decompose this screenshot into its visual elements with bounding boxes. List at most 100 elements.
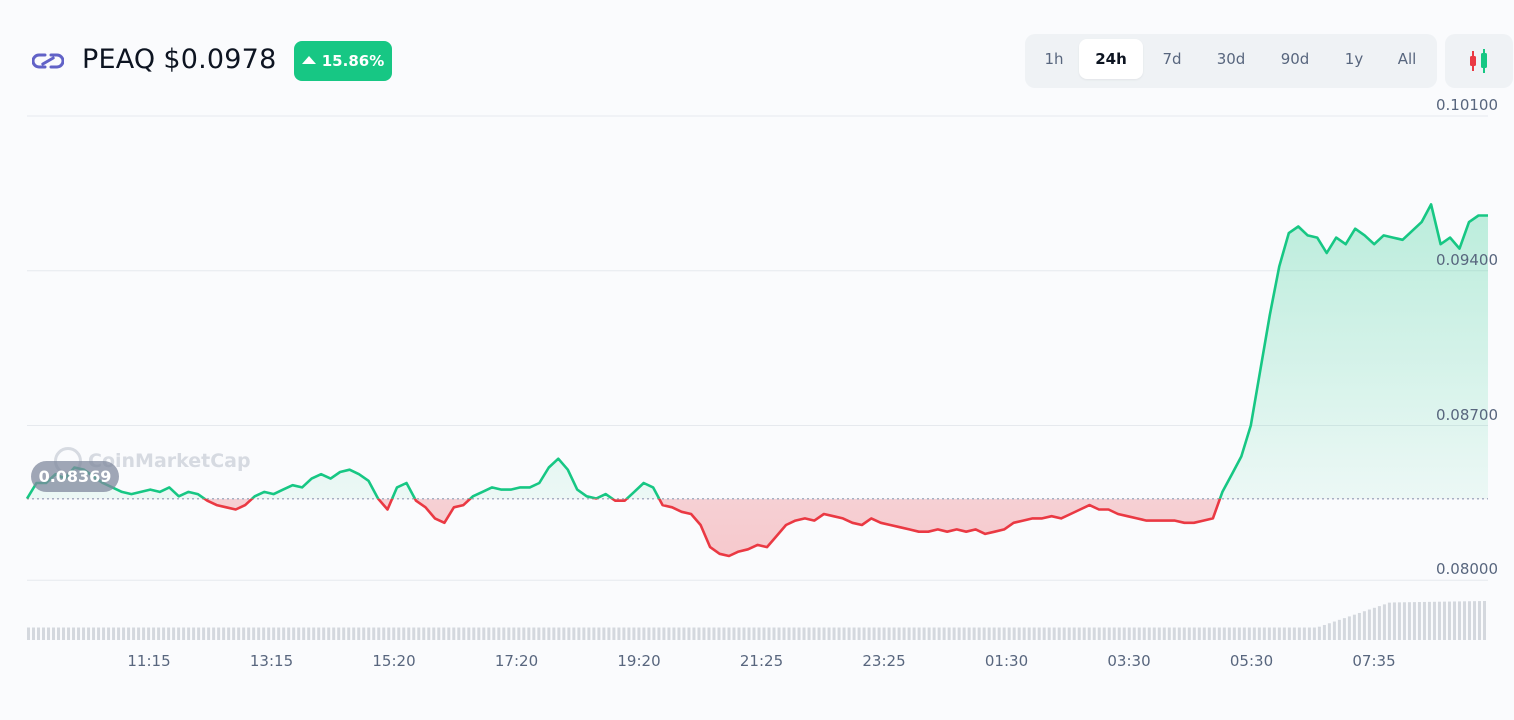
volume-bar bbox=[1157, 627, 1161, 640]
volume-bar bbox=[822, 627, 826, 640]
volume-bar bbox=[612, 627, 616, 640]
volume-bar bbox=[772, 627, 776, 640]
volume-bar bbox=[87, 627, 91, 640]
volume-bar bbox=[717, 627, 721, 640]
volume-bar bbox=[1457, 601, 1461, 640]
volume-bar bbox=[732, 627, 736, 640]
x-tick-label: 07:35 bbox=[1352, 652, 1396, 670]
volume-bar bbox=[842, 627, 846, 640]
volume-bar bbox=[1462, 601, 1466, 640]
volume-bar bbox=[587, 627, 591, 640]
price-change-badge: 15.86% bbox=[294, 41, 392, 81]
volume-bar bbox=[727, 627, 731, 640]
tab-1y[interactable]: 1y bbox=[1344, 50, 1364, 68]
volume-bar bbox=[122, 627, 126, 640]
volume-bar bbox=[1272, 627, 1276, 640]
volume-bar bbox=[992, 627, 996, 640]
volume-bar bbox=[162, 627, 166, 640]
price-change-value: 15.86% bbox=[321, 52, 385, 70]
volume-bar bbox=[92, 627, 96, 640]
volume-bar bbox=[697, 627, 701, 640]
volume-bar bbox=[472, 627, 476, 640]
volume-bar bbox=[927, 627, 931, 640]
volume-bar bbox=[42, 627, 46, 640]
volume-bar bbox=[867, 627, 871, 640]
coin-symbol: PEAQ bbox=[82, 44, 156, 75]
volume-bar bbox=[422, 627, 426, 640]
volume-bar bbox=[287, 627, 291, 640]
volume-bar bbox=[1212, 627, 1216, 640]
volume-bar bbox=[1207, 627, 1211, 640]
volume-bar bbox=[492, 627, 496, 640]
candlestick-toggle-button[interactable] bbox=[1445, 34, 1513, 88]
volume-bar bbox=[317, 627, 321, 640]
tab-90d[interactable]: 90d bbox=[1280, 50, 1310, 68]
x-tick-label: 17:20 bbox=[494, 652, 539, 670]
volume-bar bbox=[887, 627, 891, 640]
volume-bar bbox=[1442, 601, 1446, 640]
volume-bar bbox=[242, 627, 246, 640]
volume-bar bbox=[752, 627, 756, 640]
volume-bar bbox=[812, 627, 816, 640]
volume-bar bbox=[177, 627, 181, 640]
volume-bar bbox=[1282, 627, 1286, 640]
volume-bar bbox=[272, 627, 276, 640]
volume-bar bbox=[172, 627, 176, 640]
tab-all[interactable]: All bbox=[1397, 50, 1417, 68]
volume-bar bbox=[382, 627, 386, 640]
tab-30d[interactable]: 30d bbox=[1216, 50, 1246, 68]
volume-bar bbox=[922, 627, 926, 640]
volume-bar bbox=[792, 627, 796, 640]
volume-bar bbox=[417, 627, 421, 640]
volume-bar bbox=[997, 627, 1001, 640]
volume-bar bbox=[1087, 627, 1091, 640]
x-tick-label: 23:25 bbox=[862, 652, 906, 670]
volume-bar bbox=[1007, 627, 1011, 640]
tab-7d[interactable]: 7d bbox=[1162, 50, 1182, 68]
volume-bar bbox=[497, 627, 501, 640]
x-tick-label: 11:15 bbox=[127, 652, 171, 670]
candlestick-icon bbox=[1470, 49, 1487, 73]
volume-bar bbox=[902, 627, 906, 640]
volume-bar bbox=[1297, 627, 1301, 640]
volume-bar bbox=[1307, 627, 1311, 640]
volume-bar bbox=[1077, 627, 1081, 640]
volume-bar bbox=[142, 627, 146, 640]
volume-bar bbox=[1222, 627, 1226, 640]
volume-bar bbox=[32, 627, 36, 640]
x-tick-label: 21:25 bbox=[739, 652, 784, 670]
volume-bar bbox=[967, 627, 971, 640]
y-tick-label: 0.09400 bbox=[1435, 250, 1498, 269]
tab-1h[interactable]: 1h bbox=[1044, 50, 1064, 68]
volume-bar bbox=[767, 627, 771, 640]
y-tick-label: 0.08700 bbox=[1435, 405, 1498, 424]
volume-bar bbox=[127, 627, 131, 640]
volume-bar bbox=[1177, 627, 1181, 640]
tab-24h[interactable]: 24h bbox=[1079, 39, 1143, 79]
volume-bar bbox=[1347, 616, 1351, 640]
volume-bar bbox=[1327, 623, 1331, 640]
volume-bar bbox=[1062, 627, 1066, 640]
volume-bar bbox=[452, 627, 456, 640]
volume-bar bbox=[787, 627, 791, 640]
volume-bar bbox=[442, 627, 446, 640]
volume-bar bbox=[212, 627, 216, 640]
volume-bar bbox=[262, 627, 266, 640]
volume-bar bbox=[857, 627, 861, 640]
volume-bar bbox=[847, 627, 851, 640]
volume-bar bbox=[1387, 602, 1391, 640]
volume-bar bbox=[97, 627, 101, 640]
volume-bar bbox=[102, 627, 106, 640]
volume-bar bbox=[1472, 601, 1476, 640]
volume-bar bbox=[947, 627, 951, 640]
volume-bar bbox=[1042, 627, 1046, 640]
volume-bar bbox=[1292, 627, 1296, 640]
link-icon bbox=[32, 53, 64, 69]
time-range-tabs: 1h 24h 7d 30d 90d 1y All bbox=[1025, 34, 1437, 88]
volume-bar bbox=[182, 627, 186, 640]
volume-bar bbox=[907, 627, 911, 640]
volume-bar bbox=[157, 627, 161, 640]
volume-bar bbox=[1482, 601, 1486, 640]
volume-bar bbox=[407, 627, 411, 640]
